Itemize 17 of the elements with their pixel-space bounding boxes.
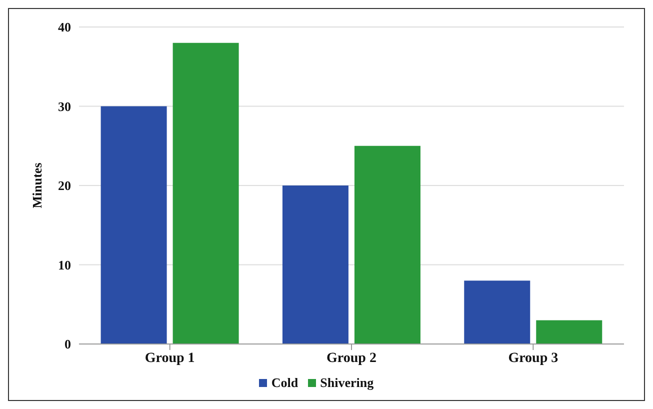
y-axis-title: Minutes bbox=[30, 162, 45, 208]
x-tick-label: Group 3 bbox=[508, 350, 558, 366]
bar bbox=[100, 106, 167, 344]
y-tick-label: 20 bbox=[58, 178, 71, 194]
bar bbox=[464, 280, 530, 344]
y-tick-label: 30 bbox=[58, 98, 71, 114]
y-tick-label: 40 bbox=[58, 20, 71, 35]
legend-label: Shivering bbox=[320, 375, 374, 390]
y-tick-label: 10 bbox=[58, 257, 71, 272]
y-tick-label: 0 bbox=[64, 336, 71, 352]
x-tick-label: Group 2 bbox=[326, 350, 376, 366]
bar bbox=[172, 42, 239, 344]
legend-label: Cold bbox=[271, 375, 298, 390]
bar bbox=[536, 320, 602, 344]
x-tick-label: Group 1 bbox=[144, 350, 195, 366]
bar bbox=[354, 146, 420, 344]
bar bbox=[282, 186, 348, 344]
